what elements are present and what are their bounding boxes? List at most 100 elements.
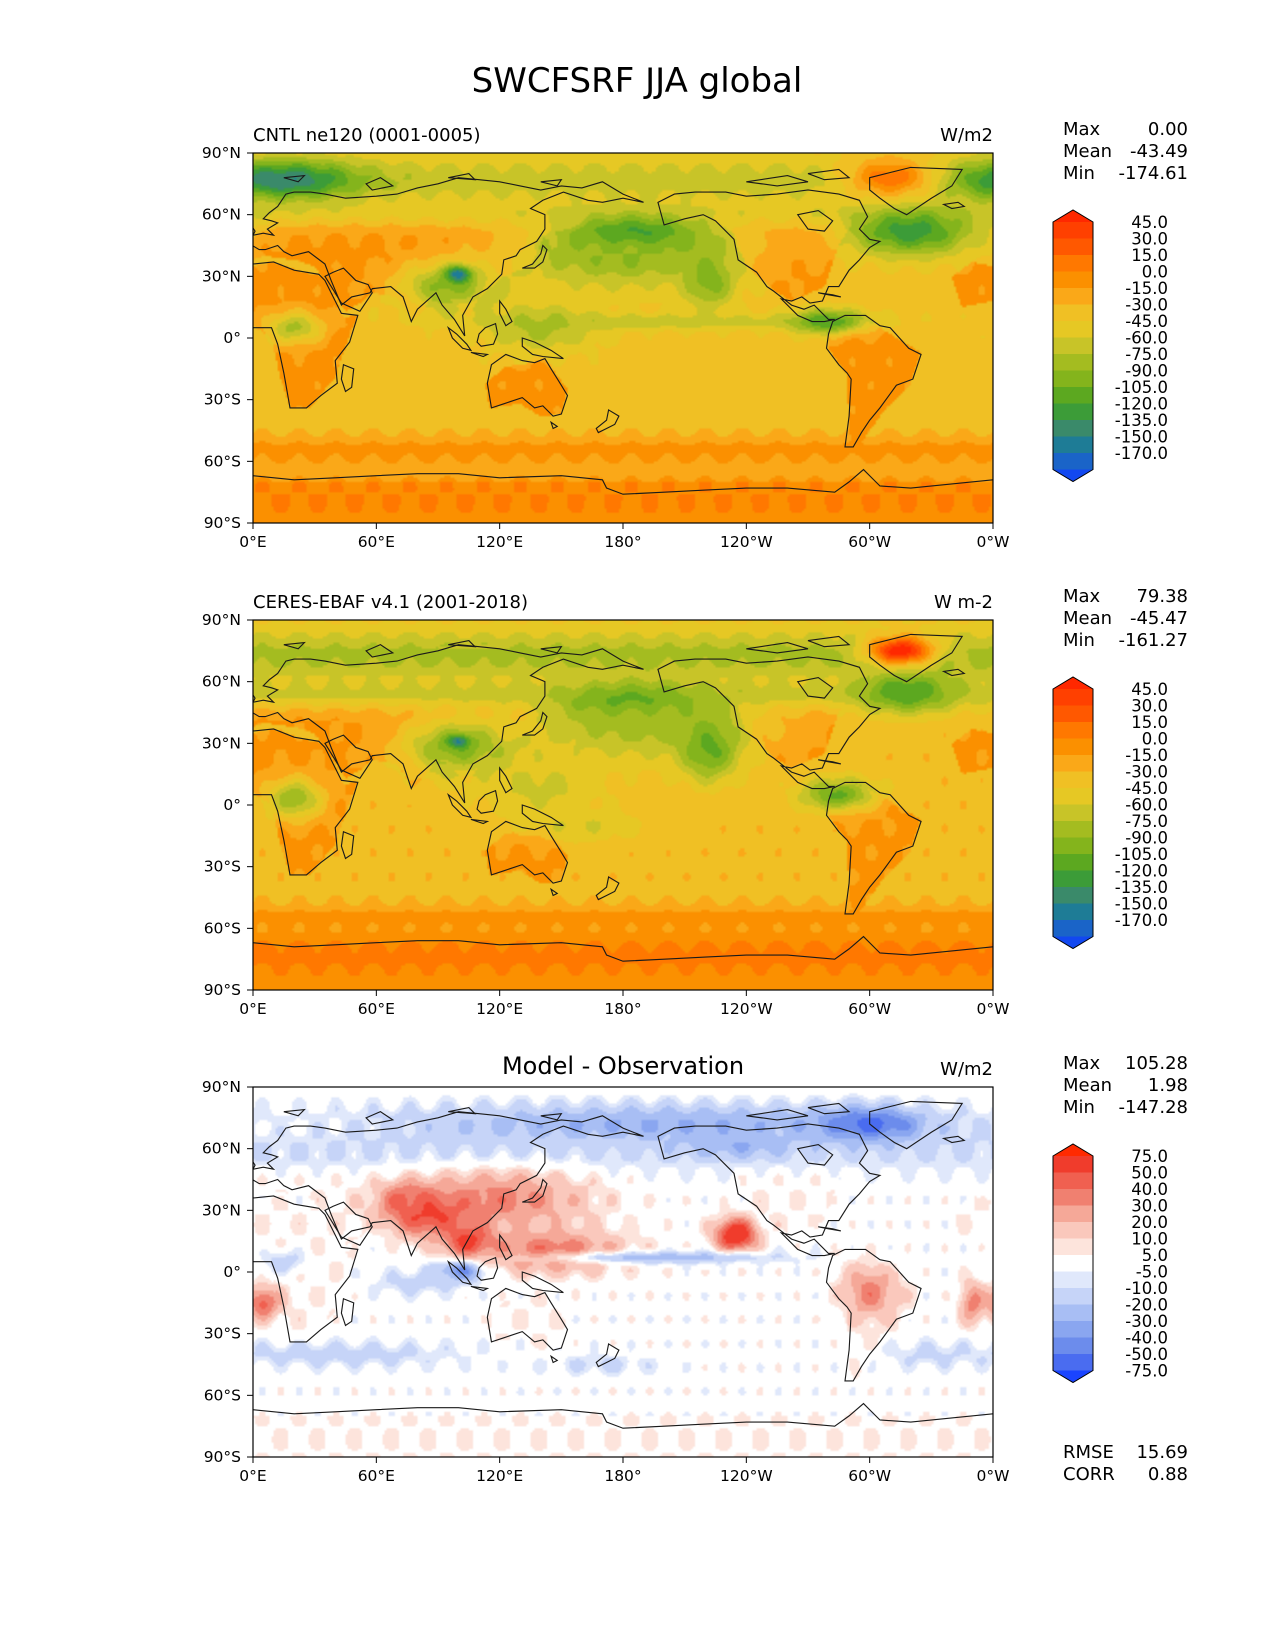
x-axis: 0°E 60°E 120°E 180° 120°W 60°W 0°W: [239, 990, 1009, 1018]
colorbar-cell: [1053, 1271, 1093, 1289]
stat-label: Max: [1063, 586, 1101, 607]
error-stat-value: 0.88: [1148, 1464, 1188, 1485]
y-tick-label: 90°S: [204, 514, 241, 532]
colorbar-tick-label: -135.0: [1115, 878, 1168, 897]
colorbar-tick-label: 0.0: [1142, 730, 1168, 749]
colorbar-cell: [1053, 1222, 1093, 1239]
colorbar-extend-max: [1053, 677, 1093, 689]
colorbar-cell: [1053, 1255, 1093, 1272]
stat-value: 1.98: [1148, 1075, 1188, 1096]
x-tick-label: 0°W: [977, 1000, 1010, 1018]
colorbar-tick-label: -60.0: [1125, 329, 1168, 348]
colorbar-cell: [1053, 1337, 1093, 1355]
colorbar: 45.030.015.00.0-15.0-30.0-45.0-60.0-75.0…: [1052, 676, 1168, 950]
stat-label: Min: [1063, 1097, 1095, 1118]
x-tick-label: 120°W: [720, 533, 773, 551]
colorbar-tick-label: -170.0: [1115, 911, 1168, 930]
colorbar-cell: [1053, 887, 1093, 904]
colorbar-cell: [1053, 453, 1093, 470]
colorbar-cell: [1053, 321, 1093, 338]
stat-value: -43.49: [1130, 141, 1188, 162]
stat-label: Mean: [1063, 1075, 1112, 1096]
colorbar-cell: [1053, 722, 1093, 739]
colorbar-tick-label: 30.0: [1131, 697, 1168, 716]
y-tick-label: 0°: [223, 329, 241, 347]
colorbar-cell: [1053, 903, 1093, 921]
colorbar-tick-label: -120.0: [1115, 862, 1168, 881]
colorbar-cell: [1053, 337, 1093, 355]
stat-label: Max: [1063, 1053, 1101, 1074]
colorbar-outline: [1052, 209, 1094, 483]
colorbar-tick-label: -20.0: [1125, 1296, 1168, 1315]
y-tick-label: 90°N: [202, 1078, 241, 1096]
colorbar-tick-label: -75.0: [1125, 345, 1168, 364]
stat-value: -161.27: [1119, 630, 1188, 651]
x-tick-label: 60°W: [848, 1000, 891, 1018]
colorbar-cell: [1053, 271, 1093, 289]
colorbar-cell: [1053, 387, 1093, 404]
colorbar-cell: [1053, 222, 1093, 239]
colorbar-tick-label: -150.0: [1115, 895, 1168, 914]
y-tick-label: 0°: [223, 796, 241, 814]
colorbar-tick-label: 15.0: [1131, 246, 1168, 265]
colorbar-cell: [1053, 821, 1093, 838]
error-stat-label: RMSE: [1063, 1442, 1114, 1463]
x-tick-label: 60°E: [358, 1000, 395, 1018]
panel-units: W m-2: [934, 592, 993, 613]
x-axis: 0°E 60°E 120°E 180° 120°W 60°W 0°W: [239, 523, 1009, 551]
colorbar-cell: [1053, 738, 1093, 756]
map-raster: [253, 620, 993, 990]
colorbar-tick-label: -75.0: [1125, 1362, 1168, 1381]
x-tick-label: 180°: [604, 1467, 641, 1485]
colorbar-tick-label: -30.0: [1125, 296, 1168, 315]
colorbar-tick-label: -50.0: [1125, 1345, 1168, 1364]
x-tick-label: 120°E: [476, 1467, 523, 1485]
colorbar-cell: [1053, 837, 1093, 855]
colorbar-extend-min: [1053, 936, 1093, 949]
colorbar: 75.050.040.030.020.010.05.0-5.0-10.0-20.…: [1052, 1143, 1168, 1384]
y-tick-label: 90°N: [202, 611, 241, 629]
colorbar-tick-label: -90.0: [1125, 362, 1168, 381]
colorbar-tick-label: 0.0: [1142, 263, 1168, 282]
y-tick-label: 90°N: [202, 144, 241, 162]
x-axis: 0°E 60°E 120°E 180° 120°W 60°W 0°W: [239, 1457, 1009, 1485]
stats-block: Max 79.38 Mean -45.47 Min -161.27: [1063, 586, 1188, 651]
colorbar-cell: [1053, 420, 1093, 437]
colorbar-extend-min: [1053, 469, 1093, 482]
colorbar-tick-label: 40.0: [1131, 1180, 1168, 1199]
colorbar-cell: [1053, 705, 1093, 723]
x-tick-label: 120°W: [720, 1000, 773, 1018]
x-tick-label: 120°E: [476, 1000, 523, 1018]
stat-value: -45.47: [1130, 608, 1188, 629]
x-tick-label: 180°: [604, 533, 641, 551]
colorbar-cell: [1053, 1238, 1093, 1256]
colorbar-cell: [1053, 1172, 1093, 1190]
x-tick-label: 120°W: [720, 1467, 773, 1485]
colorbar-tick-label: -120.0: [1115, 395, 1168, 414]
colorbar-tick-label: -105.0: [1115, 378, 1168, 397]
map-raster: [253, 153, 993, 523]
colorbar-cell: [1053, 854, 1093, 871]
error-stat-value: 15.69: [1136, 1442, 1188, 1463]
stat-label: Max: [1063, 119, 1101, 140]
stat-label: Min: [1063, 630, 1095, 651]
colorbar-tick-label: 45.0: [1131, 680, 1168, 699]
colorbar-cell: [1053, 870, 1093, 888]
colorbar-cell: [1053, 689, 1093, 706]
stat-label: Mean: [1063, 608, 1112, 629]
colorbar-tick-label: 30.0: [1131, 230, 1168, 249]
colorbar-tick-label: -150.0: [1115, 428, 1168, 447]
colorbar-tick-label: -75.0: [1125, 812, 1168, 831]
x-tick-label: 60°W: [848, 533, 891, 551]
x-tick-label: 60°W: [848, 1467, 891, 1485]
error-stat-label: CORR: [1063, 1464, 1115, 1485]
panel-observation: CERES-EBAF v4.1 (2001-2018) W m-2 0°E 60°…: [202, 586, 1188, 1018]
y-tick-label: 30°N: [202, 267, 241, 285]
colorbar-tick-label: 30.0: [1131, 1197, 1168, 1216]
figure-title: SWCFSRF JJA global: [472, 61, 803, 101]
colorbar-extend-max: [1053, 210, 1093, 222]
stat-value: 105.28: [1125, 1053, 1188, 1074]
colorbar-tick-label: -105.0: [1115, 845, 1168, 864]
y-tick-label: 60°N: [202, 1140, 241, 1158]
stat-value: -174.61: [1119, 163, 1188, 184]
